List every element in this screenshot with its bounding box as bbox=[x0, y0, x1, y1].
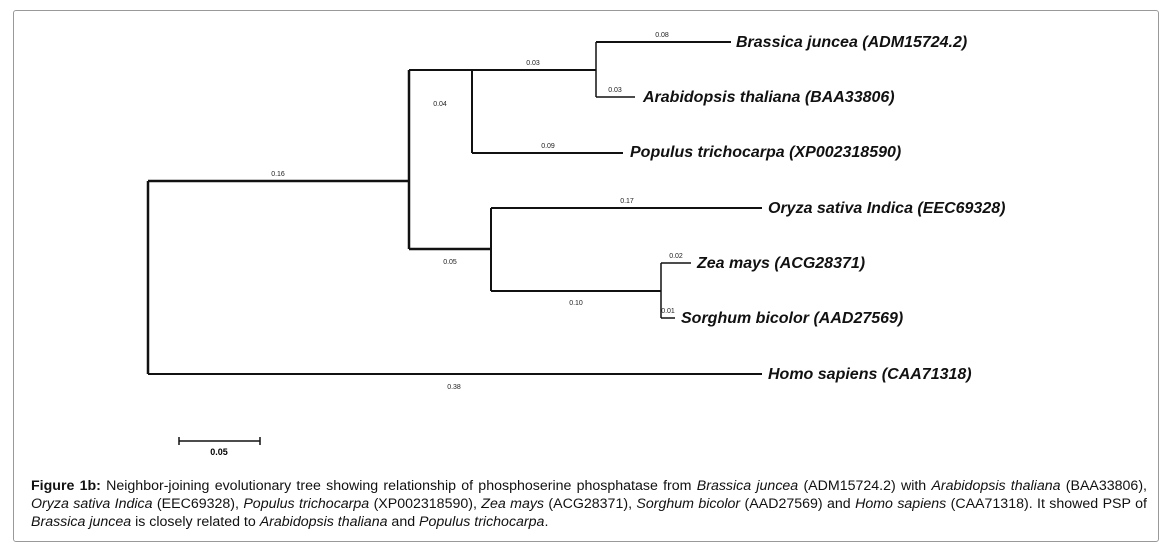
caption-text: (AAD27569) and bbox=[740, 496, 856, 512]
leaf-label: Zea mays (ACG28371) bbox=[696, 255, 865, 272]
caption-text: and bbox=[387, 514, 420, 530]
caption-text: Neighbor-joining evolutionary tree showi… bbox=[100, 478, 697, 494]
branch-length: 0.01 bbox=[661, 308, 675, 315]
branch-length: 0.16 bbox=[271, 171, 285, 178]
caption-text: . bbox=[544, 514, 549, 530]
caption-text: Oryza sativa Indica bbox=[31, 496, 153, 512]
caption-text: Zea mays bbox=[481, 496, 545, 512]
caption-text: (CAA71318). It showed PSP of bbox=[946, 496, 1147, 512]
phylogenetic-tree: 0.16 0.04 0.03 0.08 0.03 0.09 0.05 0.17 0.10 0.02… bbox=[146, 32, 1005, 457]
caption-text: Populus trichocarpa bbox=[243, 496, 370, 512]
branch-length: 0.02 bbox=[669, 253, 683, 260]
leaf-label: Homo sapiens (CAA71318) bbox=[768, 366, 972, 383]
caption-text: Arabidopsis thaliana bbox=[931, 478, 1061, 494]
branch-length: 0.04 bbox=[433, 101, 447, 108]
branch-length: 0.09 bbox=[541, 143, 555, 150]
scale-bar-label: 0.05 bbox=[210, 447, 228, 457]
caption-text: Populus trichocarpa bbox=[419, 514, 545, 530]
figure-frame bbox=[13, 10, 1159, 542]
leaf-label: Arabidopsis thaliana (BAA33806) bbox=[642, 89, 895, 106]
caption-text: Homo sapiens bbox=[855, 496, 947, 512]
branch-length: 0.38 bbox=[447, 384, 461, 391]
caption-text: Arabidopsis thaliana bbox=[259, 514, 388, 530]
caption-text: is closely related to bbox=[131, 514, 260, 530]
leaf-label: Brassica juncea (ADM15724.2) bbox=[736, 34, 967, 51]
branch-length: 0.08 bbox=[655, 32, 669, 39]
caption-text: Brassica juncea bbox=[696, 478, 799, 494]
caption-text: Sorghum bicolor bbox=[636, 496, 741, 512]
leaf-label: Sorghum bicolor (AAD27569) bbox=[681, 310, 903, 327]
branch-length: 0.03 bbox=[526, 60, 540, 67]
caption-text: (ACG28371), bbox=[544, 496, 637, 512]
caption-text: (ADM15724.2) with bbox=[798, 478, 932, 494]
branch-length: 0.05 bbox=[443, 259, 457, 266]
branch-length: 0.03 bbox=[608, 87, 622, 94]
caption-text: (EEC69328), bbox=[152, 496, 244, 512]
branch-length: 0.10 bbox=[569, 300, 583, 307]
caption-text: (XP002318590), bbox=[369, 496, 482, 512]
leaf-label: Populus trichocarpa (XP002318590) bbox=[630, 144, 901, 161]
caption-text: (BAA33806), bbox=[1060, 478, 1147, 494]
caption: Figure 1b: Neighbor-joining evolutionary… bbox=[31, 477, 1147, 531]
caption-label: Figure 1b: bbox=[31, 478, 101, 494]
branch-length: 0.17 bbox=[620, 198, 634, 205]
caption-text: Brassica juncea bbox=[31, 514, 132, 530]
leaf-label: Oryza sativa Indica (EEC69328) bbox=[768, 200, 1005, 217]
